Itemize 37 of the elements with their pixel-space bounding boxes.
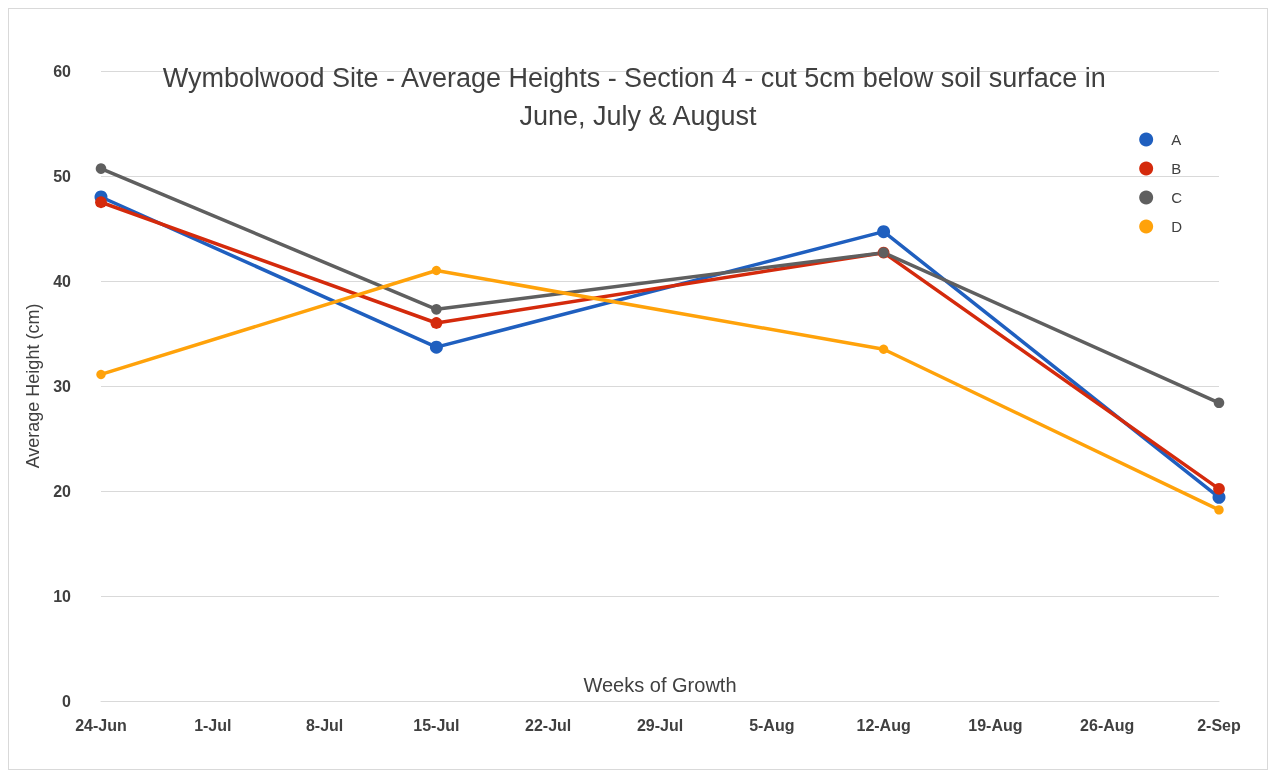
point [1214,505,1224,515]
point [430,317,443,329]
y-tick-label: 60 [53,62,72,80]
y-tick-label: 10 [53,587,72,605]
chart-title: Wymbolwood Site - Average Heights - Section 4 - cut 5cm below soil surface in June, July & August [162,63,1114,131]
x-tick-label: 5-Aug [749,716,795,734]
x-tick-label: 26-Aug [1080,716,1135,734]
x-tick-label: 1-Jul [194,716,232,734]
point [878,344,889,354]
point [429,340,443,354]
point [95,163,107,174]
x-tick-label: 24-Jun [75,716,127,734]
legend-label: C [1171,189,1183,206]
x-tick-label: 8-Jul [305,716,344,734]
point [95,196,107,209]
point [431,304,442,315]
x-tick-label: 29-Jul [636,716,684,734]
point [877,225,891,239]
y-tick-label: 50 [53,167,72,185]
x-axis-title: Weeks of Growth [583,674,737,696]
x-tick-label: 22-Jul [525,716,572,734]
legend-label: B [1171,160,1182,177]
y-tick-label: 30 [53,377,72,395]
point [431,265,442,276]
x-tick-label: 19-Aug [968,716,1023,734]
legend-label: D [1171,218,1183,235]
y-axis-title: Average Height (cm) [23,303,44,469]
y-tick-label: 20 [53,482,72,500]
point [96,369,106,380]
legend-label: A [1171,131,1182,148]
point [1213,483,1225,495]
x-tick-label: 2-Sep [1197,716,1242,734]
x-tick-label: 12-Aug [856,716,911,734]
y-tick-label: 40 [53,272,72,290]
x-tick-label: 15-Jul [413,716,460,734]
y-tick-label: 0 [62,692,72,710]
point [1213,397,1225,409]
